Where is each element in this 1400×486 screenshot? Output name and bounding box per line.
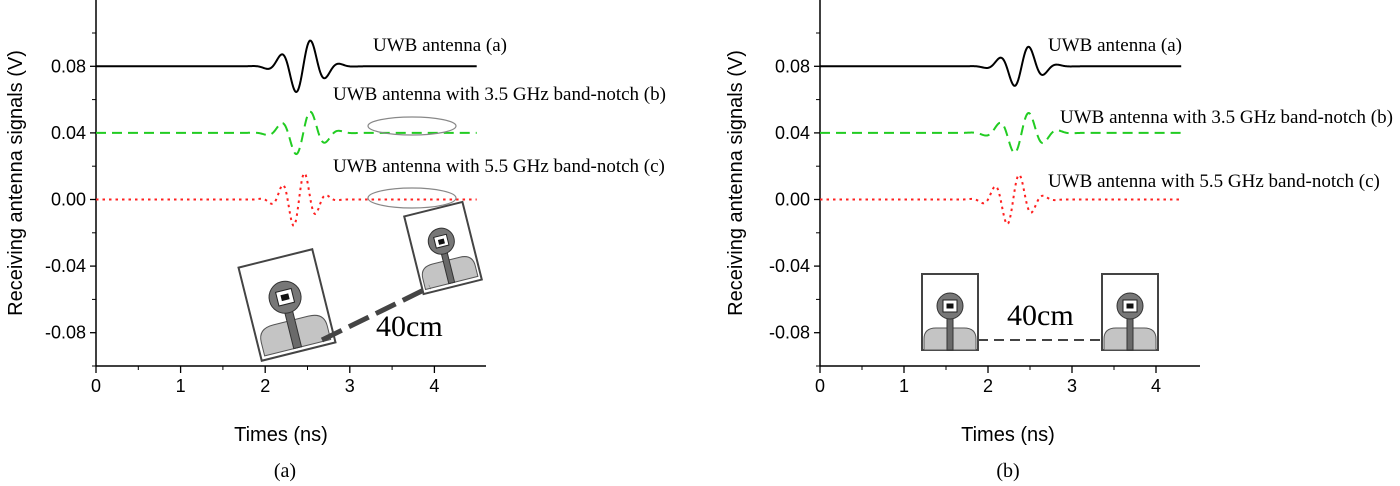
- series-line-b-0: [820, 45, 1182, 87]
- series-label-a-2: UWB antenna with 5.5 GHz band-notch (c): [333, 156, 665, 177]
- y-tick-label: -0.08: [769, 323, 810, 343]
- distance-line-a: [320, 284, 432, 343]
- x-tick-label: 2: [260, 376, 270, 396]
- series-label-a-0: UWB antenna (a): [373, 35, 507, 56]
- x-tick-label: 0: [91, 376, 101, 396]
- series-label-a-1: UWB antenna with 3.5 GHz band-notch (b): [333, 84, 666, 105]
- antenna-left-b: [921, 273, 979, 351]
- series-line-a-1: [96, 110, 477, 156]
- antenna-right-a: [403, 200, 483, 296]
- y-tick-label: 0.00: [775, 190, 810, 210]
- series-a: [96, 39, 477, 227]
- y-tick-label: 0.08: [775, 56, 810, 76]
- y-tick-label: -0.04: [45, 256, 86, 276]
- ticks-b: [814, 32, 1157, 373]
- x-tick-label: 4: [1151, 376, 1161, 396]
- y-tick-label: -0.04: [769, 256, 810, 276]
- plot-frame-a: [95, 0, 486, 367]
- series-line-a-2: [96, 172, 477, 227]
- antenna-left-a: [237, 248, 337, 362]
- x-tick-labels-a: 0 1 2 3 4: [91, 376, 439, 396]
- x-axis-title-a: Times (ns): [234, 424, 328, 446]
- distance-label-a: 40cm: [376, 310, 443, 343]
- plot-frame-b: [819, 0, 1200, 367]
- series-b: [820, 45, 1182, 226]
- x-tick-label: 1: [176, 376, 186, 396]
- panel-label-a: (a): [274, 460, 296, 482]
- y-tick-label: 0.08: [51, 56, 86, 76]
- y-tick-label: -0.08: [45, 323, 86, 343]
- x-tick-label: 3: [345, 376, 355, 396]
- chart-panel-b: 0.08 0.04 0.00 -0.04 -0.08 0 1 2 3 4 Receiving a…: [725, 0, 1393, 482]
- highlight-ellipse-a-1: [367, 116, 457, 136]
- x-axis-title-b: Times (ns): [961, 424, 1055, 446]
- distance-label-b: 40cm: [1007, 299, 1074, 332]
- ticks-a: [90, 32, 436, 373]
- antenna-inset-a: 40cm: [237, 200, 483, 362]
- y-axis-title-b: Receiving antenna signals (V): [725, 50, 747, 316]
- series-label-b-0: UWB antenna (a): [1048, 35, 1182, 56]
- x-tick-label: 2: [983, 376, 993, 396]
- series-label-b-2: UWB antenna with 5.5 GHz band-notch (c): [1048, 171, 1380, 192]
- y-tick-label: 0.04: [51, 123, 86, 143]
- y-tick-labels-b: 0.08 0.04 0.00 -0.04 -0.08: [769, 56, 810, 342]
- series-label-b-1: UWB antenna with 3.5 GHz band-notch (b): [1060, 107, 1393, 128]
- x-tick-label: 3: [1067, 376, 1077, 396]
- highlight-ellipse-a-2: [367, 187, 457, 209]
- antenna-right-b: [1101, 273, 1159, 351]
- x-tick-label: 1: [899, 376, 909, 396]
- y-axis-title-a: Receiving antenna signals (V): [5, 50, 27, 316]
- chart-panel-a: 0.08 0.04 0.00 -0.04 -0.08 0 1 2 3 4 Receiving a…: [5, 0, 666, 482]
- antenna-inset-b: 40cm: [921, 273, 1159, 351]
- y-tick-label: 0.00: [51, 190, 86, 210]
- panel-label-b: (b): [996, 460, 1019, 482]
- x-tick-label: 0: [815, 376, 825, 396]
- series-line-b-2: [820, 173, 1182, 226]
- y-tick-labels-a: 0.08 0.04 0.00 -0.04 -0.08: [45, 56, 86, 342]
- y-tick-label: 0.04: [775, 123, 810, 143]
- x-tick-label: 4: [429, 376, 439, 396]
- series-line-a-0: [96, 39, 477, 94]
- x-tick-labels-b: 0 1 2 3 4: [815, 376, 1161, 396]
